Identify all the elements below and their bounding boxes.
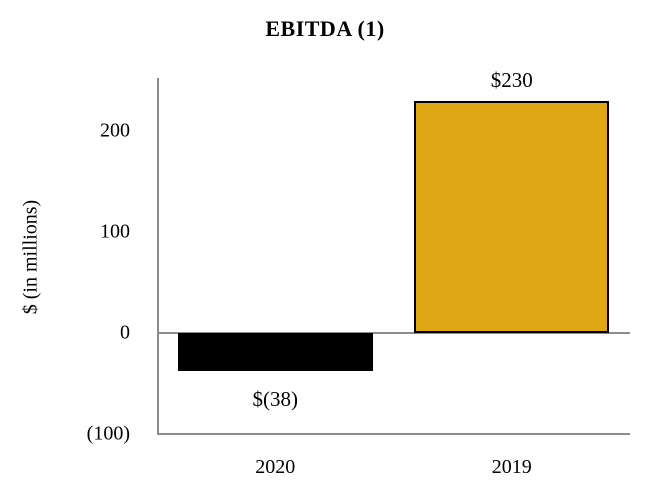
bar-value-label: $(38) bbox=[252, 387, 299, 411]
y-axis-label: $ (in millions) bbox=[19, 199, 42, 315]
plot-area bbox=[157, 78, 630, 435]
bar-2020 bbox=[178, 333, 373, 371]
chart-title: EBITDA (1) bbox=[265, 16, 385, 41]
y-tick-label: 100 bbox=[100, 220, 130, 243]
bar-value-label: $230 bbox=[490, 68, 533, 92]
y-tick-label: 200 bbox=[100, 119, 130, 142]
x-category-label: 2020 bbox=[255, 456, 296, 478]
x-category-label: 2019 bbox=[491, 456, 532, 478]
y-tick-label: (100) bbox=[86, 422, 130, 445]
zero-gridline bbox=[157, 332, 630, 334]
y-tick-label: 0 bbox=[120, 321, 130, 344]
bar-2019 bbox=[414, 101, 609, 333]
